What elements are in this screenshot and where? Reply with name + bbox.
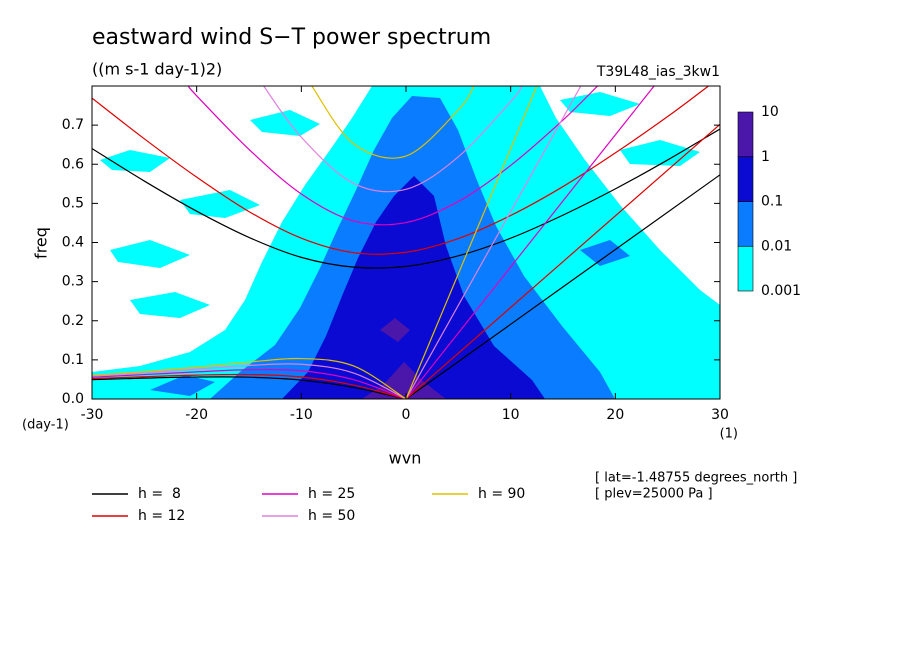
- contour-fill: [282, 176, 545, 399]
- contour-fill: [580, 240, 630, 266]
- colorbar-label: 0.001: [761, 283, 801, 299]
- colorbar-segment: [737, 111, 754, 158]
- x-unit: (1): [720, 427, 738, 442]
- contour-fill: [250, 110, 320, 136]
- dispersion-curve: [405, 86, 655, 399]
- dispersion-curve: [92, 357, 407, 399]
- legend-label: h = 12: [138, 508, 185, 524]
- dispersion-curve: [92, 368, 407, 399]
- y-tick-label: 0.4: [62, 235, 84, 251]
- dispersion-curve: [405, 86, 582, 399]
- dispersion-curve: [187, 86, 598, 226]
- dispersion-curve: [263, 86, 523, 193]
- contour-fill: [380, 318, 410, 342]
- x-tick-label: 0: [402, 407, 411, 423]
- colorbar-segment: [737, 245, 754, 292]
- contour-fill: [560, 92, 640, 116]
- legend-label: h = 25: [308, 486, 355, 502]
- legend-label: h = 90: [478, 486, 525, 502]
- y-tick-label: 0.0: [62, 391, 84, 407]
- contour-fill: [110, 240, 190, 268]
- dispersion-curve: [92, 376, 407, 399]
- colorbar-segment: [737, 201, 754, 247]
- legend-label: h = 50: [308, 508, 355, 524]
- dispersion-curve: [92, 128, 720, 269]
- x-tick-label: -30: [81, 407, 104, 423]
- chart-title: eastward wind S−T power spectrum: [92, 25, 491, 50]
- contour-fill: [150, 375, 215, 396]
- x-axis-label: wvn: [389, 449, 422, 468]
- colorbar-label: 1: [761, 149, 770, 165]
- dispersion-curve: [405, 174, 720, 399]
- y-tick-label: 0.7: [62, 117, 84, 133]
- colorbar-label: 0.1: [761, 194, 783, 210]
- dispersion-curve: [405, 86, 538, 399]
- y-unit: (day-1): [22, 418, 69, 433]
- spectrum-field: [92, 86, 720, 399]
- x-tick-label: 20: [606, 407, 624, 423]
- y-axis-label: freq: [32, 227, 51, 259]
- dispersion-curve: [311, 86, 475, 159]
- chart-subtitle: ((m s-1 day-1)2): [92, 60, 222, 79]
- annotation: [ plev=25000 Pa ]: [595, 487, 713, 502]
- y-tick-label: 0.3: [62, 274, 84, 290]
- dispersion-curves: [92, 86, 720, 399]
- y-tick-label: 0.6: [62, 156, 84, 172]
- x-tick-label: 30: [711, 407, 729, 423]
- y-tick-label: 0.1: [62, 352, 84, 368]
- x-tick-label: -20: [185, 407, 208, 423]
- dispersion-curve: [92, 86, 709, 255]
- dispersion-curve: [405, 123, 720, 399]
- colorbar-label: 10: [761, 104, 779, 120]
- contour-fill: [180, 190, 260, 218]
- colorbar-segment: [737, 156, 754, 202]
- dispersion-curve: [92, 363, 407, 399]
- run-label: T39L48_ias_3kw1: [596, 64, 720, 80]
- y-tick-label: 0.5: [62, 195, 84, 211]
- annotation: [ lat=-1.48755 degrees_north ]: [595, 471, 797, 486]
- contour-fill: [130, 292, 210, 318]
- contour-fill: [100, 150, 170, 172]
- x-tick-label: -10: [290, 407, 313, 423]
- x-tick-label: 10: [502, 407, 520, 423]
- y-tick-label: 0.2: [62, 313, 84, 329]
- dispersion-curve: [92, 373, 407, 399]
- colorbar-label: 0.01: [761, 238, 792, 254]
- legend-label: h = 8: [138, 486, 181, 502]
